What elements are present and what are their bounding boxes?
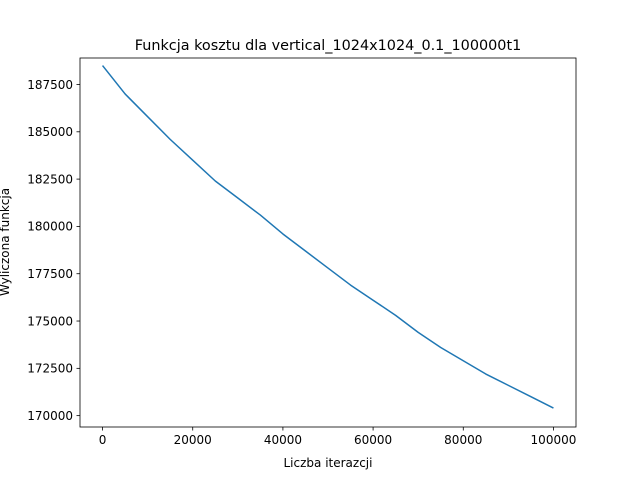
x-axis-label: Liczba iterazcji xyxy=(284,456,373,470)
y-tick-label: 175000 xyxy=(27,314,73,328)
x-tick-label: 0 xyxy=(99,433,107,447)
y-tick-label: 170000 xyxy=(27,409,73,423)
x-tick-label: 100000 xyxy=(531,433,577,447)
y-tick-label: 172500 xyxy=(27,362,73,376)
series-line-0 xyxy=(101,65,554,409)
x-tick-label: 20000 xyxy=(174,433,212,447)
axes-frame xyxy=(79,57,577,428)
y-axis-label: Wyliczona funkcja xyxy=(0,188,12,296)
y-tick-label: 187500 xyxy=(27,78,73,92)
y-tick-label: 180000 xyxy=(27,220,73,234)
chart-title: Funkcja kosztu dla vertical_1024x1024_0.… xyxy=(135,38,522,54)
x-tick-label: 40000 xyxy=(264,433,302,447)
x-tick-label: 60000 xyxy=(354,433,392,447)
y-tick-label: 182500 xyxy=(27,172,73,186)
plot-area: 0 20000 40000 60000 80000 100000 170000 172500 1… xyxy=(27,57,577,447)
y-tick-label: 177500 xyxy=(27,267,73,281)
y-tick-label: 185000 xyxy=(27,125,73,139)
x-tick-label: 80000 xyxy=(444,433,482,447)
